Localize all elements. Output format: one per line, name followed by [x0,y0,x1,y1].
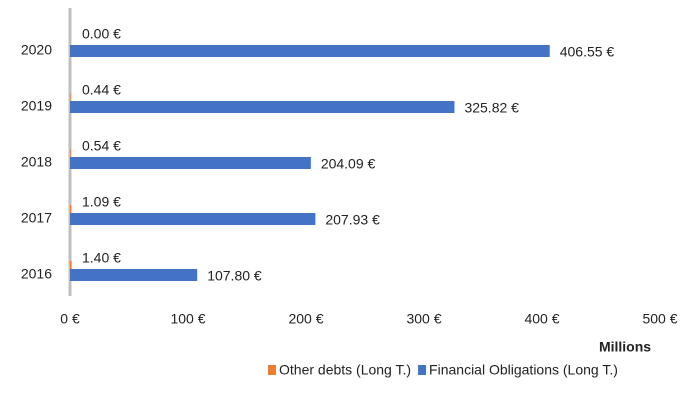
bar [70,269,198,281]
legend-swatch [418,365,427,375]
bar [70,101,455,113]
bar [70,213,316,225]
value-label: 204.09 € [321,156,376,172]
legend-swatch [268,365,276,375]
bar [70,157,311,169]
value-label: 406.55 € [560,44,615,60]
y-tick-label: 2020 [21,42,52,58]
y-tick-label: 2017 [21,210,52,226]
legend-label: Other debts (Long T.) [279,362,411,378]
x-tick-label: 200 € [288,311,323,327]
value-label: 107.80 € [207,268,262,284]
bar [70,205,72,217]
value-label: 0.44 € [82,82,121,98]
value-label: 325.82 € [464,100,519,116]
x-tick-label: 400 € [524,311,559,327]
x-axis-label: Millions [599,339,651,355]
value-label: 207.93 € [325,212,380,228]
bar [70,45,550,57]
value-label: 1.09 € [82,194,121,210]
x-tick-label: 300 € [406,311,441,327]
bar [70,261,72,273]
y-tick-label: 2016 [21,266,52,282]
x-tick-label: 100 € [170,311,205,327]
y-tick-label: 2019 [21,98,52,114]
value-label: 0.00 € [82,26,121,42]
bar [70,149,71,161]
value-label: 1.40 € [82,250,121,266]
legend-label: Financial Obligations (Long T.) [429,362,618,378]
y-tick-label: 2018 [21,154,52,170]
bar [70,93,71,105]
x-tick-label: 0 € [60,311,80,327]
value-label: 0.54 € [82,138,121,154]
x-tick-label: 500 € [642,311,677,327]
